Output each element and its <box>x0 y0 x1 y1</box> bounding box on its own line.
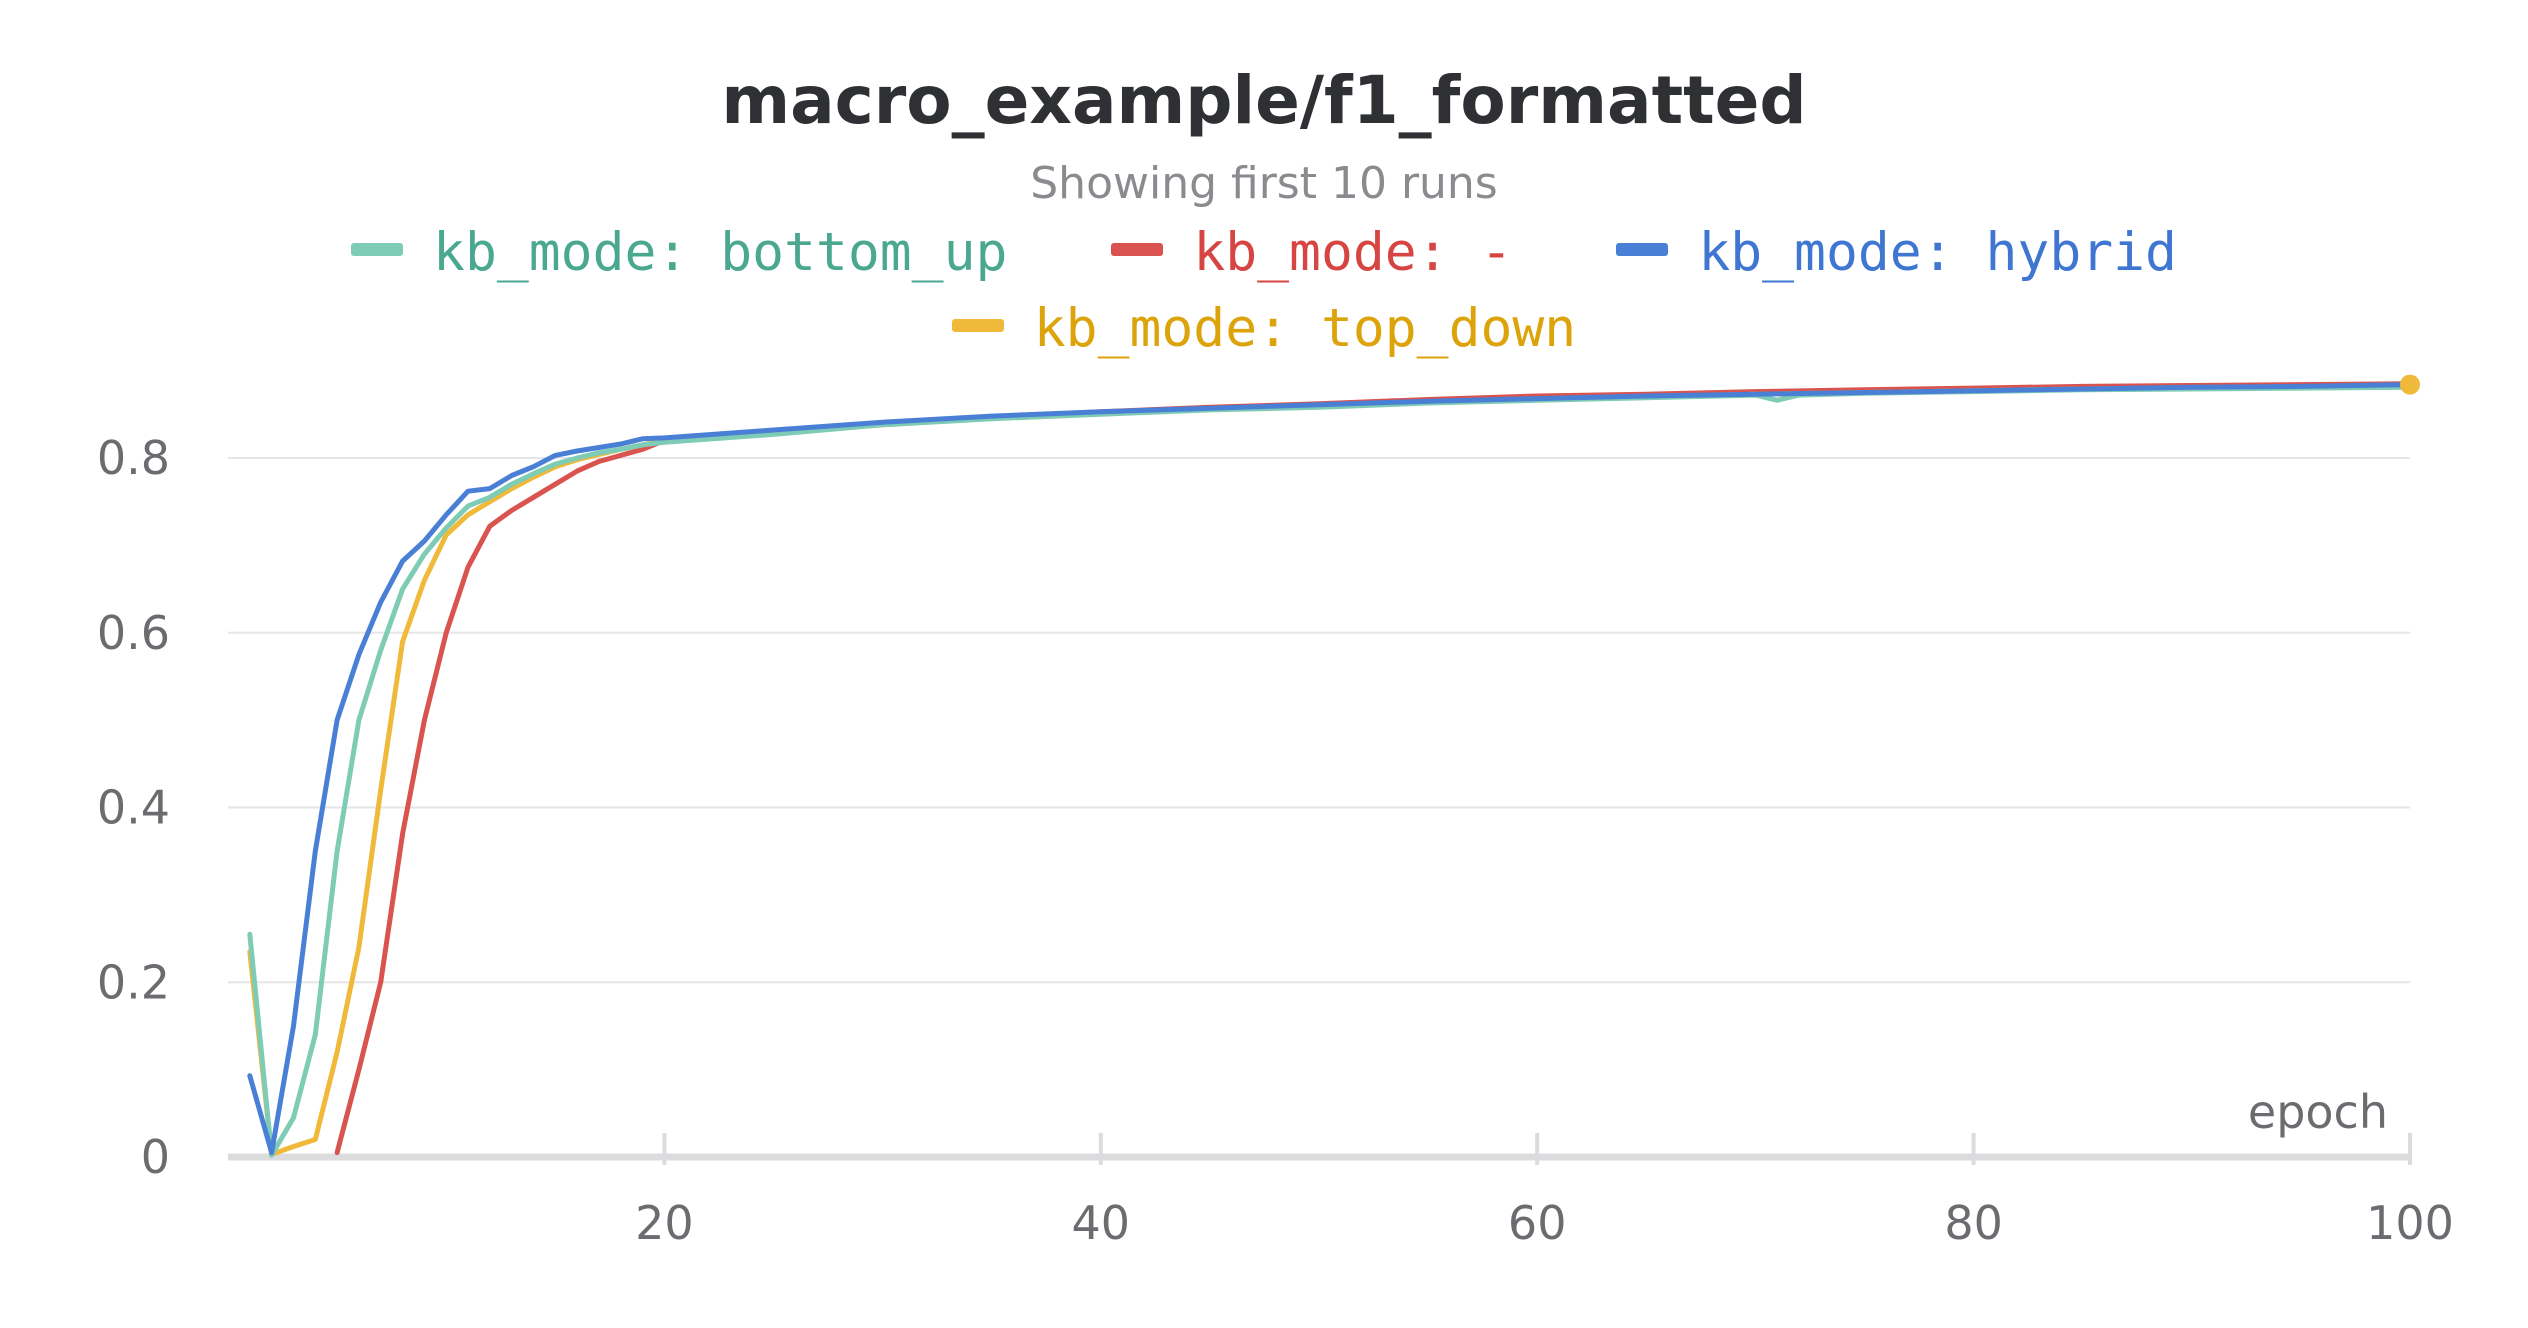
legend-swatch-top-down <box>951 318 1004 332</box>
x-tick-label-60: 60 <box>1508 1196 1567 1250</box>
legend-swatch-dash <box>1111 242 1164 256</box>
x-tick-label-20: 20 <box>635 1196 694 1250</box>
legend-item-dash[interactable]: kb_mode: - <box>1111 222 1512 283</box>
legend-label-top-down: kb_mode: top_down <box>1033 298 1577 359</box>
x-axis-label: epoch <box>2248 1085 2388 1139</box>
x-tick-label-80: 80 <box>1944 1196 2003 1250</box>
y-tick-label-2: 0.4 <box>97 781 170 835</box>
legend-row-2: kb_mode: top_down <box>0 298 2528 359</box>
chart-subtitle: Showing first 10 runs <box>1030 158 1498 209</box>
end-point-marker <box>2400 374 2420 395</box>
legend-label-hybrid: kb_mode: hybrid <box>1698 222 2177 283</box>
series-line-0 <box>247 384 2413 1158</box>
x-tick-label-40: 40 <box>1072 1196 1131 1250</box>
legend-swatch-bottom-up <box>351 242 404 256</box>
chart-title: macro_example/f1_formatted <box>721 62 1807 139</box>
legend: kb_mode: bottom_up kb_mode: - kb_mode: h… <box>0 222 2528 283</box>
series-line-2 <box>247 382 2413 1156</box>
legend-label-bottom-up: kb_mode: bottom_up <box>433 222 1008 283</box>
y-tick-label-1: 0.2 <box>97 955 170 1009</box>
legend-item-bottom-up[interactable]: kb_mode: bottom_up <box>351 222 1007 283</box>
series-line-3 <box>247 383 2413 1157</box>
y-tick-label-4: 0.8 <box>97 431 170 485</box>
legend-item-hybrid[interactable]: kb_mode: hybrid <box>1616 222 2177 283</box>
series-line-1 <box>334 381 2413 1156</box>
y-tick-label-3: 0.6 <box>97 606 170 660</box>
legend-swatch-hybrid <box>1616 242 1669 256</box>
y-tick-label-0: 0 <box>141 1130 170 1184</box>
legend-label-dash: kb_mode: - <box>1193 222 1513 283</box>
legend-item-top-down[interactable]: kb_mode: top_down <box>951 298 1577 359</box>
x-tick-label-100: 100 <box>2366 1196 2454 1250</box>
